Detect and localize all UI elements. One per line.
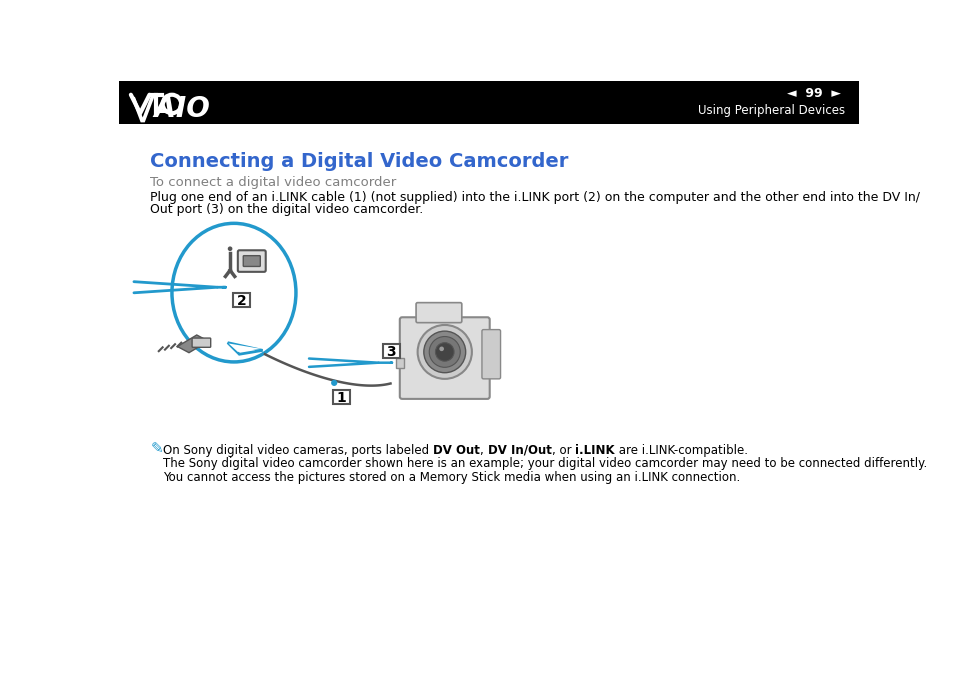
FancyBboxPatch shape: [243, 255, 260, 266]
Circle shape: [435, 342, 454, 361]
FancyBboxPatch shape: [233, 293, 250, 307]
Circle shape: [417, 325, 472, 379]
Text: are i.LINK-compatible.: are i.LINK-compatible.: [614, 443, 747, 456]
Ellipse shape: [172, 223, 295, 362]
Text: 1: 1: [336, 390, 346, 404]
Text: ◄  99  ►: ◄ 99 ►: [786, 87, 840, 100]
FancyBboxPatch shape: [237, 250, 266, 272]
Text: Using Peripheral Devices: Using Peripheral Devices: [697, 104, 843, 117]
Polygon shape: [228, 342, 262, 355]
Text: , or: , or: [551, 443, 575, 456]
Text: ✎: ✎: [150, 441, 163, 456]
Text: The Sony digital video camcorder shown here is an example; your digital video ca: The Sony digital video camcorder shown h…: [163, 457, 926, 470]
Circle shape: [331, 380, 337, 386]
Text: You cannot access the pictures stored on a Memory Stick media when using an i.LI: You cannot access the pictures stored on…: [163, 470, 740, 483]
Text: ,: ,: [479, 443, 487, 456]
Text: 3: 3: [386, 345, 395, 359]
Circle shape: [429, 336, 459, 367]
FancyBboxPatch shape: [192, 338, 211, 347]
FancyBboxPatch shape: [395, 358, 404, 368]
FancyBboxPatch shape: [382, 344, 399, 358]
FancyBboxPatch shape: [399, 317, 489, 399]
FancyBboxPatch shape: [333, 390, 350, 404]
Text: i.LINK: i.LINK: [575, 443, 614, 456]
Polygon shape: [177, 335, 208, 353]
Circle shape: [228, 247, 233, 251]
Text: 2: 2: [236, 294, 246, 308]
Circle shape: [423, 331, 465, 373]
FancyBboxPatch shape: [119, 81, 858, 124]
Text: Connecting a Digital Video Camcorder: Connecting a Digital Video Camcorder: [150, 152, 568, 171]
FancyBboxPatch shape: [416, 303, 461, 323]
Text: ⋁AIO: ⋁AIO: [131, 94, 210, 123]
FancyBboxPatch shape: [481, 330, 500, 379]
Text: On Sony digital video cameras, ports labeled: On Sony digital video cameras, ports lab…: [163, 443, 433, 456]
Text: To connect a digital video camcorder: To connect a digital video camcorder: [150, 176, 396, 189]
Text: DV Out: DV Out: [433, 443, 479, 456]
Polygon shape: [229, 344, 261, 352]
Text: DV In/Out: DV In/Out: [487, 443, 551, 456]
Text: Plug one end of an i.LINK cable (1) (not supplied) into the i.LINK port (2) on t: Plug one end of an i.LINK cable (1) (not…: [150, 191, 920, 204]
Text: Out port (3) on the digital video camcorder.: Out port (3) on the digital video camcor…: [150, 204, 423, 216]
Circle shape: [439, 346, 443, 351]
